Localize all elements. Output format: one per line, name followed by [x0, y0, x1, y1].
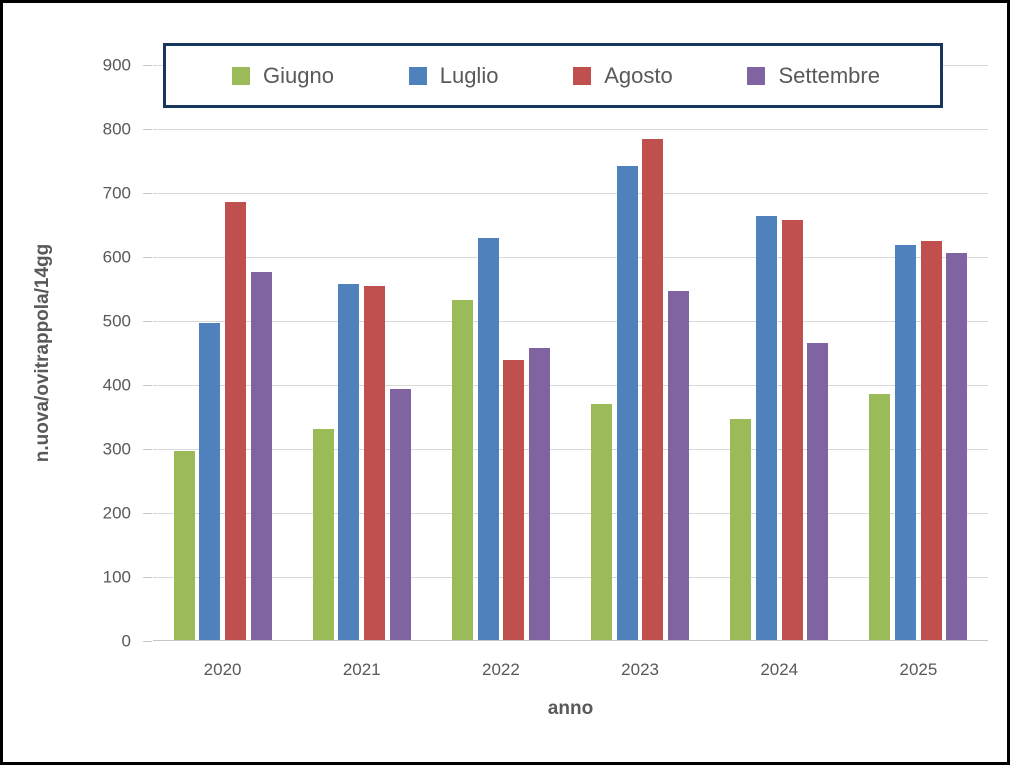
bar-luglio-2024 [755, 215, 777, 640]
bar-luglio-2022 [477, 238, 499, 640]
gridline-200 [153, 513, 988, 514]
bar-luglio-2020 [199, 323, 221, 640]
plot-area [153, 65, 988, 641]
bar-giugno-2024 [730, 418, 752, 640]
legend-swatch-luglio [408, 66, 427, 85]
bar-giugno-2021 [312, 428, 334, 640]
gridline-300 [153, 449, 988, 450]
bar-agosto-2020 [224, 202, 246, 640]
gridline-600 [153, 257, 988, 258]
bar-agosto-2022 [503, 360, 525, 640]
y-tick-label: 0 [121, 631, 131, 651]
y-tick-label: 700 [102, 183, 131, 203]
bar-settembre-2022 [528, 347, 550, 640]
bar-giugno-2023 [591, 404, 613, 640]
y-tick-label: 300 [102, 439, 131, 459]
bar-settembre-2025 [946, 253, 968, 640]
gridline-500 [153, 321, 988, 322]
x-tick-label: 2022 [481, 660, 520, 679]
y-tick-mark [143, 321, 152, 322]
bar-settembre-2024 [807, 343, 829, 640]
bar-giugno-2022 [451, 299, 473, 640]
y-tick-label: 400 [102, 375, 131, 395]
legend-swatch-settembre [747, 66, 766, 85]
legend-swatch-giugno [232, 66, 250, 85]
legend-label-giugno: Giugno [263, 62, 334, 88]
y-tick-mark [143, 449, 152, 450]
gridline-100 [153, 577, 988, 578]
bar-luglio-2021 [338, 284, 360, 640]
gridline-700 [153, 193, 988, 194]
legend-item-giugno: Giugno [232, 63, 334, 89]
y-tick-mark [143, 65, 152, 66]
bar-agosto-2024 [781, 219, 803, 640]
legend-item-luglio: Luglio [408, 62, 499, 89]
x-tick-label: 2023 [621, 660, 659, 679]
y-tick-label: 100 [102, 567, 131, 587]
y-tick-mark [143, 513, 152, 514]
x-tick-label: 2020 [203, 660, 242, 679]
legend-label-agosto: Agosto [604, 62, 673, 88]
legend: Giugno Luglio Agosto Settembre [163, 43, 943, 108]
y-tick-mark [143, 129, 152, 130]
x-tick-label: 2025 [899, 660, 938, 679]
legend-item-agosto: Agosto [573, 63, 673, 89]
legend-label-luglio: Luglio [439, 62, 499, 88]
bar-agosto-2025 [920, 240, 942, 640]
y-tick-label: 800 [102, 119, 131, 139]
y-tick-mark [143, 257, 152, 258]
legend-item-settembre: Settembre [747, 63, 880, 89]
y-tick-mark [143, 193, 152, 194]
bar-settembre-2023 [668, 290, 690, 640]
gridline-400 [153, 385, 988, 386]
y-tick-label: 600 [102, 247, 131, 267]
y-tick-label: 500 [102, 311, 131, 331]
x-axis-line [153, 640, 988, 641]
legend-swatch-agosto [573, 66, 592, 85]
y-tick-mark [143, 577, 152, 578]
gridline-800 [153, 129, 988, 130]
bar-settembre-2021 [389, 389, 411, 640]
bar-agosto-2023 [642, 138, 664, 640]
bar-luglio-2023 [616, 165, 638, 640]
y-tick-label: 200 [102, 503, 131, 523]
x-axis-title: anno [547, 698, 594, 719]
y-tick-mark [143, 641, 152, 642]
bar-giugno-2025 [869, 394, 891, 640]
bar-settembre-2020 [250, 272, 272, 640]
x-tick-label: 2021 [342, 660, 381, 679]
y-axis-title: n.uova/ovitrappola/14gg [32, 243, 53, 463]
legend-label-settembre: Settembre [778, 62, 880, 88]
bar-agosto-2021 [364, 286, 386, 640]
y-tick-mark [143, 385, 152, 386]
x-tick-label: 2024 [760, 660, 799, 679]
bar-luglio-2025 [895, 245, 917, 640]
y-tick-label: 900 [102, 55, 131, 75]
bar-giugno-2020 [173, 451, 195, 640]
